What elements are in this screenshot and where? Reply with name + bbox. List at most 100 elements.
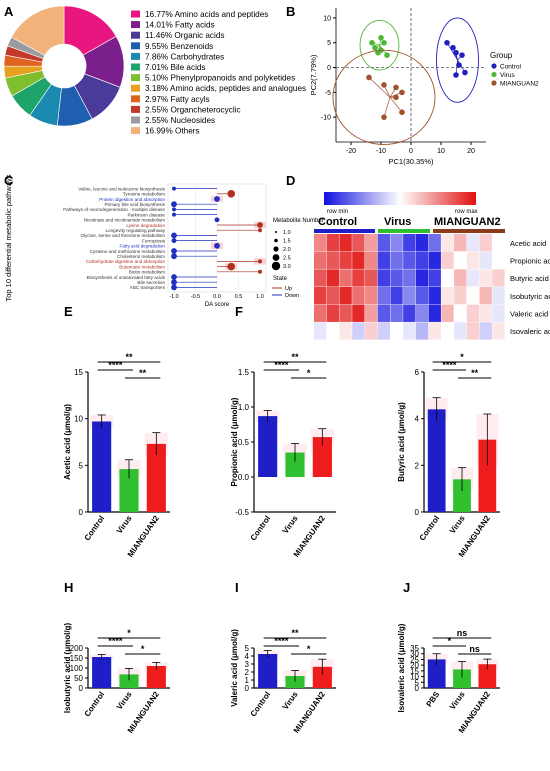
heatmap-cell [390, 251, 403, 269]
pathway-dot-plot: Valine, leucine and isoleucine biosynthe… [4, 174, 324, 308]
pathway-label: Tyrosine metabolism [123, 192, 165, 197]
pathway-label: Fatty acid degradation [120, 244, 166, 249]
x-tick-label: 0.0 [213, 294, 221, 300]
heatmap-cell [352, 287, 365, 305]
y-tick-label: 10 [74, 415, 83, 424]
y-tick-label: 2 [415, 461, 420, 470]
panel-label-f: F [235, 304, 243, 319]
heatmap-cell [492, 234, 505, 252]
bar [146, 443, 166, 512]
x-tick-label: Virus [115, 690, 134, 712]
heatmap-cell [377, 234, 390, 252]
heatmap-cell [466, 322, 480, 340]
heatmap-cell [352, 322, 365, 340]
heatmap-cell [326, 251, 340, 269]
heatmap-cell [454, 234, 467, 252]
size-legend-dot [272, 254, 280, 261]
significance-label: ns [469, 644, 480, 654]
y-tick-label: 20 [410, 661, 419, 670]
legend-swatch [131, 127, 140, 135]
legend-label: 14.01% Fatty acids [145, 21, 215, 30]
panel-label-j: J [403, 580, 410, 595]
legend-label: 9.55% Benzenoids [145, 42, 213, 51]
heatmap-cell [403, 322, 416, 340]
bar [285, 676, 305, 688]
data-point [393, 84, 399, 91]
legend-swatch [131, 84, 140, 92]
bar [478, 664, 497, 688]
heatmap-cell [314, 269, 327, 287]
heatmap-cell [492, 322, 505, 340]
heatmap-cell [466, 234, 480, 252]
heatmap-cell [352, 251, 365, 269]
bar [258, 654, 278, 688]
legend-label: 2.97% Fatty acyls [145, 95, 210, 104]
y-axis-label: Propionic acid (μmol/g) [230, 397, 239, 486]
y-tick-label: 4 [245, 652, 250, 661]
data-point [399, 89, 405, 96]
heatmap-cell [441, 287, 454, 305]
pathway-dot [172, 186, 176, 191]
y-tick-label: 1 [245, 676, 250, 685]
pathway-label: Carbohydrate digestion and absorption [86, 259, 166, 264]
group-label: Control [318, 216, 357, 228]
x-tick-label: Virus [115, 514, 134, 536]
pathway-dot [171, 201, 177, 208]
bar [312, 437, 332, 477]
significance-label: **** [108, 636, 123, 646]
y-tick-label: 0 [245, 684, 250, 693]
colorbar-max-label: row max [455, 209, 478, 215]
data-point [459, 52, 465, 58]
x-tick-label: Control [83, 514, 107, 542]
x-tick-label: Virus [448, 690, 467, 712]
pathway-dot [258, 228, 262, 233]
data-point [369, 39, 375, 46]
data-point [462, 69, 468, 76]
heatmap-cell [339, 251, 352, 269]
legend-label: 16.99% Others [145, 127, 200, 136]
heatmap-cell [377, 322, 390, 340]
heatmap-cell [415, 269, 429, 287]
group-label: MIANGUAN2 [434, 216, 501, 228]
heatmap-cell [479, 251, 492, 269]
pathway-dot [227, 190, 235, 198]
data-point [381, 39, 387, 46]
y-tick-label: 100 [70, 664, 84, 673]
confidence-ellipse [436, 17, 479, 103]
centroid-link [446, 42, 458, 61]
y-tick-label: 0.5 [238, 438, 250, 447]
significance-label: * [307, 644, 311, 654]
heatmap-cell [428, 269, 441, 287]
significance-label: * [307, 368, 311, 378]
y-tick-label: 5 [79, 461, 84, 470]
y-axis-label: Acetic acid (μmol/g) [63, 404, 72, 480]
x-tick-label: Control [249, 690, 273, 718]
bar [258, 416, 278, 477]
y-tick-label: 30 [410, 650, 419, 659]
data-point [378, 34, 384, 41]
y-tick-label: 35 [410, 644, 419, 653]
row-label: Propionic acid [510, 257, 550, 266]
y-axis-label: Isobutyric acid (μmol/g) [63, 623, 72, 714]
significance-label: ** [139, 368, 147, 378]
heatmap-cell [339, 304, 352, 322]
heatmap-cell [492, 251, 505, 269]
significance-label: * [141, 644, 145, 654]
heatmap-cell [314, 234, 327, 252]
row-label: Valeric acid [510, 310, 548, 319]
size-legend-label: 3.0 [283, 264, 291, 270]
x-tick-label: 0.5 [235, 294, 243, 300]
heatmap-cell [377, 304, 390, 322]
heatmap-cell [466, 251, 480, 269]
size-legend-label: 2.5 [283, 256, 291, 262]
significance-label: **** [108, 360, 123, 370]
group-label: Virus [384, 216, 411, 228]
heatmap-cell [364, 269, 378, 287]
y-tick-label: -0.5 [235, 508, 249, 517]
panel-label-i: I [235, 580, 239, 595]
panel-label-h: H [64, 580, 73, 595]
pathway-dot [171, 253, 177, 260]
legend-label: 11.46% Organic acids [145, 31, 225, 40]
bar [119, 469, 139, 512]
data-point [399, 109, 405, 116]
